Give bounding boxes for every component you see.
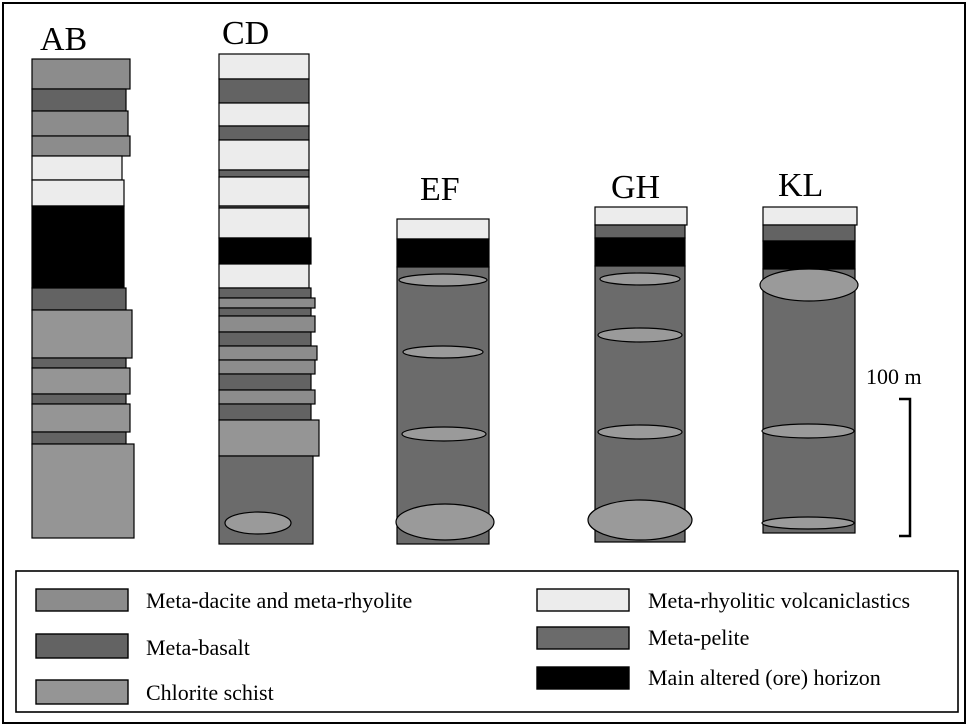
cd-layer-basalt bbox=[218, 78, 310, 104]
gh-layer-pelite bbox=[594, 265, 686, 543]
scale-bar-label: 100 m bbox=[866, 364, 922, 389]
column-gh bbox=[587, 206, 693, 543]
cd-layer-volcaniclastic bbox=[218, 139, 310, 171]
column-kl bbox=[759, 206, 859, 534]
column-cd bbox=[218, 53, 320, 545]
cd-layer-dacite bbox=[218, 345, 318, 361]
legend-swatch-dacite bbox=[35, 588, 129, 612]
cd-layer-chlorite bbox=[218, 419, 320, 457]
cd-layer-dacite bbox=[218, 389, 316, 405]
gh-layer-ore bbox=[594, 237, 686, 267]
kl-lens bbox=[761, 423, 855, 439]
cd-layer-basalt bbox=[218, 125, 310, 141]
ab-layer-basalt bbox=[31, 431, 127, 445]
legend-swatch-volcaniclastic bbox=[536, 588, 630, 612]
cd-layer-volcaniclastic bbox=[218, 207, 310, 239]
kl-layer-volcaniclastic bbox=[762, 206, 858, 226]
cd-layer-ore bbox=[218, 237, 312, 265]
column-label-ab: AB bbox=[40, 21, 87, 58]
ab-layer-basalt bbox=[31, 393, 127, 405]
kl-layer-basalt bbox=[762, 224, 856, 242]
legend-swatch-basalt bbox=[35, 633, 129, 659]
legend-box bbox=[15, 570, 959, 713]
legend-swatch-ore bbox=[536, 666, 630, 690]
ef-layer-volcaniclastic bbox=[396, 218, 490, 240]
ab-layer-basalt bbox=[31, 287, 127, 311]
kl-layer-pelite bbox=[762, 268, 856, 534]
gh-layer-basalt bbox=[594, 224, 686, 239]
legend-swatch-chlorite bbox=[35, 679, 129, 705]
cd-layer-volcaniclastic bbox=[218, 176, 310, 207]
kl-lens bbox=[761, 516, 855, 530]
ab-layer-volcaniclastic bbox=[31, 179, 125, 207]
ef-lens bbox=[395, 503, 495, 541]
column-ef bbox=[395, 218, 495, 545]
column-label-kl: KL bbox=[778, 167, 823, 204]
column-ab bbox=[31, 58, 135, 539]
cd-layer-dacite bbox=[218, 315, 316, 333]
column-label-ef: EF bbox=[420, 171, 460, 208]
legend-label-basalt: Meta-basalt bbox=[146, 635, 250, 660]
legend-swatch-pelite bbox=[536, 626, 630, 650]
ab-layer-volcaniclastic bbox=[31, 155, 123, 181]
legend-label-chlorite: Chlorite schist bbox=[146, 680, 274, 705]
column-label-gh: GH bbox=[611, 169, 660, 206]
kl-layer-ore bbox=[762, 240, 856, 270]
ab-layer-dacite bbox=[31, 135, 131, 157]
cd-layer-volcaniclastic bbox=[218, 102, 310, 127]
ef-layer-ore bbox=[396, 238, 490, 268]
cd-layer-basalt bbox=[218, 307, 312, 317]
gh-layer-volcaniclastic bbox=[594, 206, 688, 226]
ef-layer-pelite bbox=[396, 266, 490, 545]
gh-lens bbox=[587, 499, 693, 541]
legend-label-volcaniclastic: Meta-rhyolitic volcaniclastics bbox=[648, 588, 910, 613]
column-label-cd: CD bbox=[222, 15, 269, 52]
gh-lens bbox=[599, 272, 681, 286]
legend-label-pelite: Meta-pelite bbox=[648, 625, 749, 650]
cd-layer-basalt bbox=[218, 169, 310, 178]
legend-label-dacite: Meta-dacite and meta-rhyolite bbox=[146, 588, 412, 613]
cd-lens bbox=[224, 511, 292, 535]
ab-layer-ore bbox=[31, 205, 125, 289]
cd-layer-basalt bbox=[218, 373, 312, 391]
kl-lens bbox=[759, 268, 859, 302]
ab-layer-chlorite bbox=[31, 309, 133, 359]
ef-lens bbox=[398, 273, 488, 287]
ab-layer-basalt bbox=[31, 88, 127, 112]
ef-lens bbox=[402, 345, 484, 359]
gh-lens bbox=[597, 327, 683, 343]
ab-layer-chlorite bbox=[31, 443, 135, 539]
cd-layer-basalt bbox=[218, 287, 312, 299]
cd-layer-basalt bbox=[218, 403, 312, 421]
gh-lens bbox=[597, 424, 683, 440]
ab-layer-dacite bbox=[31, 58, 131, 90]
cd-layer-dacite bbox=[218, 297, 316, 309]
cd-layer-volcaniclastic bbox=[218, 53, 310, 80]
cd-layer-dacite bbox=[218, 359, 316, 375]
cd-layer-basalt bbox=[218, 331, 312, 347]
cd-layer-volcaniclastic bbox=[218, 263, 310, 289]
legend-label-ore: Main altered (ore) horizon bbox=[648, 665, 881, 690]
ab-layer-basalt bbox=[31, 357, 127, 369]
ab-layer-chlorite bbox=[31, 403, 131, 433]
scale-bar bbox=[899, 397, 912, 538]
ab-layer-chlorite bbox=[31, 367, 131, 395]
ab-layer-dacite bbox=[31, 110, 129, 137]
ef-lens bbox=[401, 426, 487, 442]
